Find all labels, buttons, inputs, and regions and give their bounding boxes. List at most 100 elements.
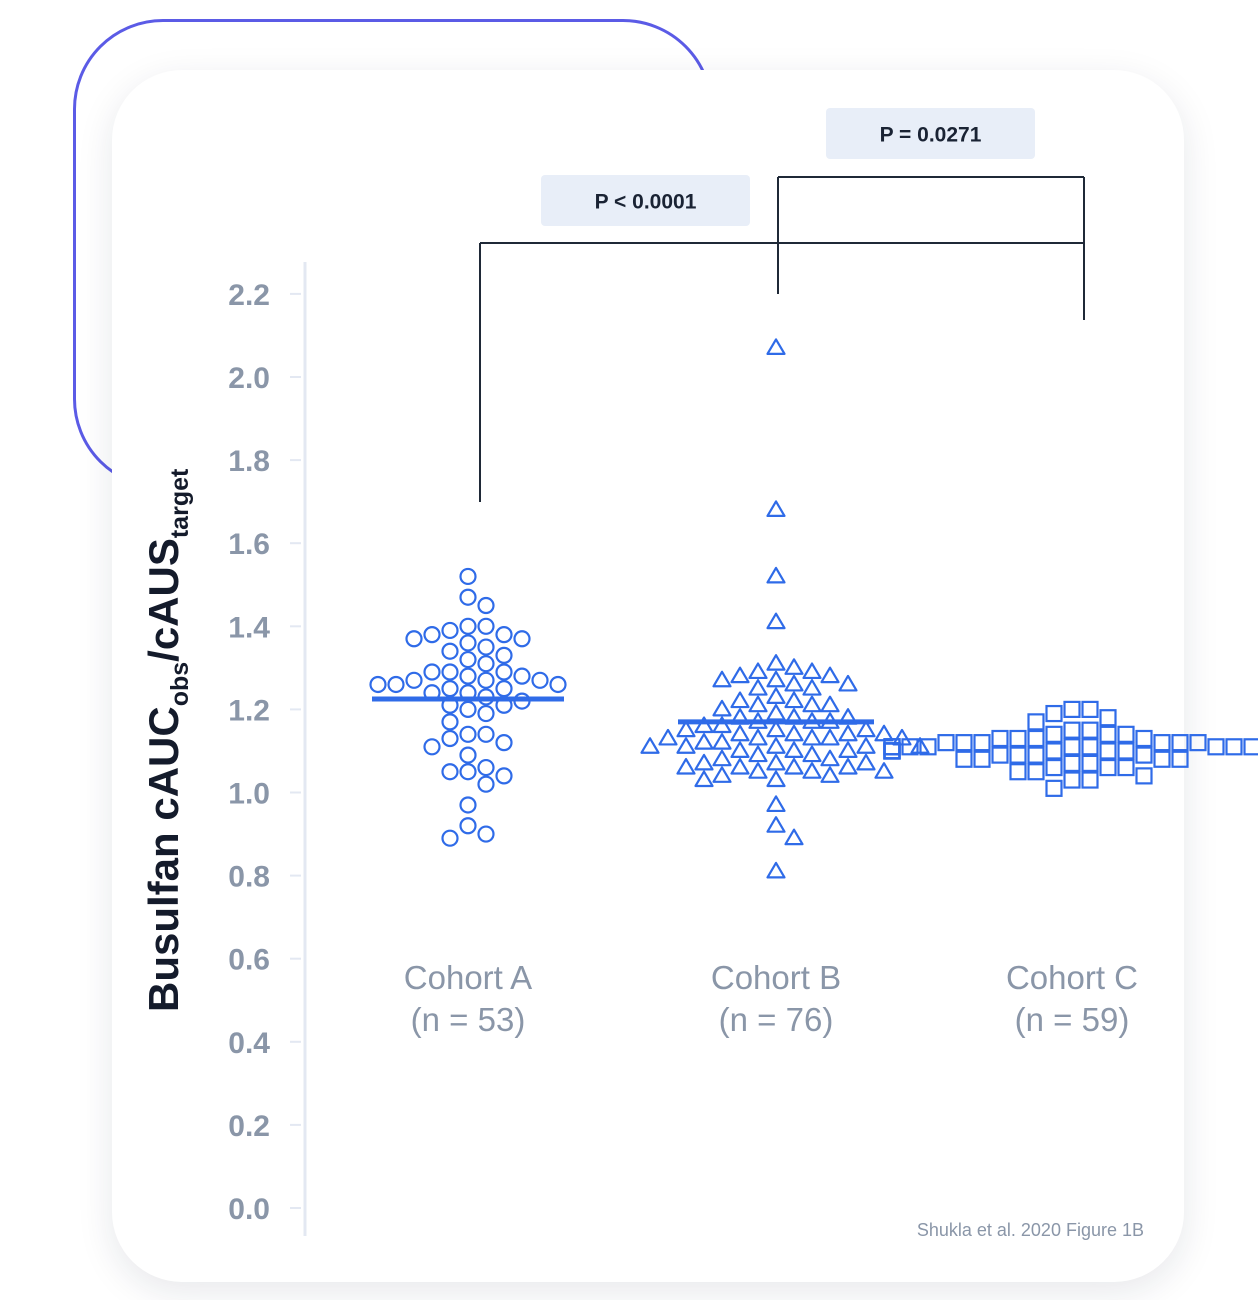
- data-point-circle: [369, 675, 387, 694]
- data-point-square: [973, 750, 991, 768]
- category-labels: Cohort A (n = 53) Cohort B (n = 76) Cohort C…: [404, 959, 1138, 1038]
- y-tick-label: 1.2: [228, 694, 270, 727]
- data-point-triangle: [838, 757, 858, 775]
- data-point-triangle: [802, 662, 822, 680]
- data-point-triangle: [676, 720, 696, 738]
- data-point-circle: [459, 650, 477, 669]
- data-point-circle: [441, 763, 459, 781]
- data-point-square: [973, 734, 991, 752]
- data-point-square: [1081, 721, 1099, 739]
- category-label: Cohort A: [404, 959, 532, 996]
- data-point-square: [1081, 738, 1099, 756]
- data-point-triangle: [658, 728, 678, 746]
- data-point-circle: [441, 621, 459, 640]
- data-point-circle: [441, 729, 459, 748]
- data-point-triangle: [694, 753, 714, 771]
- data-point-square: [883, 742, 901, 760]
- data-point-circle: [477, 671, 495, 689]
- data-point-square: [1063, 721, 1081, 739]
- data-point-triangle: [802, 745, 822, 763]
- data-point-triangle: [766, 737, 786, 754]
- p-value-box: [541, 175, 750, 226]
- data-point-circle: [441, 680, 459, 698]
- data-point-circle: [441, 829, 459, 847]
- data-point-square: [1117, 725, 1135, 743]
- y-tick-label: 1.8: [228, 445, 270, 478]
- data-point-circle: [513, 667, 531, 685]
- data-point-triangle: [766, 816, 786, 833]
- data-point-square: [919, 738, 937, 756]
- data-point-square: [1045, 742, 1063, 760]
- data-point-circle: [477, 704, 495, 723]
- data-point-square: [1117, 742, 1135, 760]
- data-point-square: [1243, 738, 1258, 756]
- y-tick-label: 2.0: [228, 362, 270, 395]
- data-point-triangle: [820, 728, 840, 746]
- data-point-square: [1171, 734, 1189, 752]
- data-point-square: [991, 746, 1009, 764]
- data-point-triangle: [712, 733, 732, 750]
- data-point-triangle: [874, 724, 894, 742]
- data-point-square: [955, 750, 973, 768]
- data-point-square: [1135, 767, 1153, 785]
- y-tick-label: 1.6: [228, 528, 270, 561]
- data-point-triangle: [856, 737, 876, 754]
- data-point-triangle: [730, 666, 750, 684]
- category-label: Cohort B: [711, 959, 841, 996]
- category-n-label: (n = 53): [411, 1001, 526, 1038]
- data-point-square: [883, 742, 901, 760]
- y-axis: [290, 262, 307, 1236]
- y-tick-label: 1.4: [228, 611, 270, 644]
- data-point-triangle: [730, 691, 750, 709]
- category-n-label: (n = 76): [719, 1001, 834, 1038]
- data-point-triangle: [766, 720, 786, 738]
- data-point-triangle: [766, 670, 786, 688]
- data-point-triangle: [676, 737, 696, 754]
- data-point-square: [1117, 758, 1135, 777]
- data-point-circle: [477, 617, 495, 635]
- data-point-circle: [531, 671, 549, 689]
- data-points: [369, 338, 1258, 879]
- data-point-square: [1063, 738, 1081, 756]
- y-tick-label: 1.0: [228, 778, 270, 811]
- data-point-triangle: [820, 766, 840, 783]
- data-point-circle: [459, 617, 477, 635]
- data-point-square: [1153, 750, 1171, 768]
- data-point-triangle: [838, 724, 858, 742]
- y-tick-label: 0.4: [228, 1027, 270, 1060]
- p-value-label: P = 0.0271: [880, 124, 982, 147]
- data-point-triangle: [784, 741, 804, 759]
- data-point-square: [1045, 725, 1063, 743]
- data-point-square: [1081, 700, 1099, 719]
- data-point-triangle: [694, 770, 714, 788]
- source-citation: Shukla et al. 2020 Figure 1B: [917, 1220, 1144, 1240]
- data-point-triangle: [784, 757, 804, 775]
- data-point-triangle: [766, 770, 786, 788]
- data-point-circle: [495, 767, 513, 785]
- data-point-square: [1009, 729, 1027, 748]
- data-point-triangle: [766, 566, 786, 584]
- data-point-triangle: [784, 674, 804, 692]
- data-point-triangle: [820, 666, 840, 684]
- data-point-square: [1099, 758, 1117, 777]
- data-point-circle: [549, 675, 567, 694]
- data-point-triangle: [694, 716, 714, 734]
- significance-brackets: P < 0.0001 P = 0.0271: [479, 108, 1085, 502]
- data-point-square: [1225, 738, 1243, 756]
- data-point-circle: [477, 775, 495, 793]
- category-n-label: (n = 59): [1015, 1001, 1130, 1038]
- median-lines: [372, 696, 874, 725]
- data-point-circle: [495, 734, 513, 752]
- data-point-triangle: [766, 338, 786, 355]
- data-point-circle: [495, 646, 513, 664]
- data-point-triangle: [820, 695, 840, 713]
- data-point-circle: [459, 763, 477, 781]
- data-point-circle: [441, 642, 459, 660]
- data-point-circle: [495, 680, 513, 698]
- data-point-triangle: [748, 728, 768, 746]
- data-point-square: [883, 742, 901, 760]
- data-point-triangle: [676, 757, 696, 775]
- data-point-triangle: [856, 720, 876, 738]
- data-point-triangle: [802, 762, 822, 779]
